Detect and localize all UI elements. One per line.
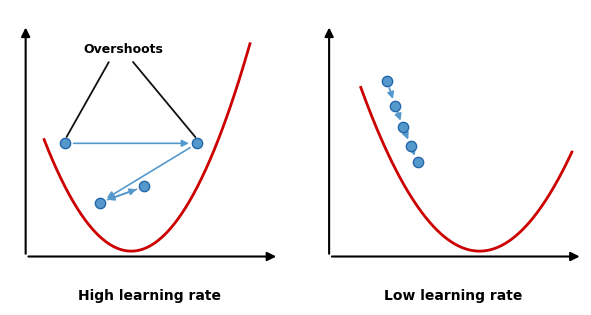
Point [391,103,400,108]
Point [413,160,422,165]
Point [406,144,415,149]
Point [382,79,392,84]
Point [139,184,149,189]
Point [95,200,104,205]
Point [60,141,70,146]
Text: Low learning rate: Low learning rate [384,289,522,303]
Point [398,125,408,130]
Point [193,141,202,146]
Text: Overshoots: Overshoots [83,43,163,56]
Text: High learning rate: High learning rate [78,289,221,303]
